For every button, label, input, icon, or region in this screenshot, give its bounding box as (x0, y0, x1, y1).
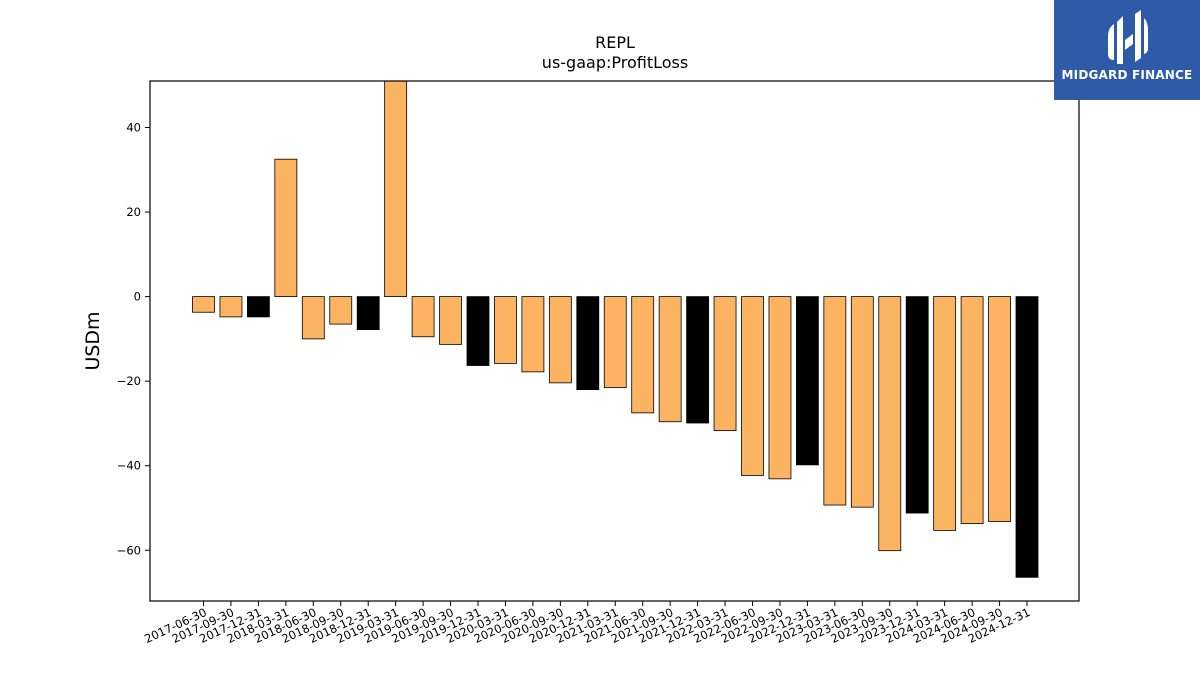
logo-mark-icon (1108, 10, 1148, 64)
bar-2018-12-31 (356, 296, 380, 330)
bar-2023-03-31 (823, 296, 847, 506)
y-tick-label: 20 (126, 205, 141, 219)
bar-2020-12-31 (576, 296, 600, 391)
chart-title: REPL (595, 33, 635, 52)
bar-2024-03-31 (933, 296, 957, 531)
bar-2019-12-31 (466, 296, 490, 366)
midgard-finance-logo: MIDGARD FINANCE (1054, 0, 1200, 100)
y-tick-label: −20 (117, 374, 141, 388)
bar-2024-12-31 (1015, 296, 1039, 578)
bar-2024-06-30 (960, 296, 984, 525)
bar-2021-09-30 (658, 296, 682, 423)
y-tick-label: −60 (117, 543, 141, 557)
bar-2017-12-31 (246, 296, 270, 318)
plot-frame (149, 80, 1080, 602)
x-axis: 2017-06-302017-09-302017-12-312018-03-31… (142, 601, 1032, 646)
y-axis-label: USDm (82, 311, 104, 370)
bar-2020-09-30 (548, 296, 572, 384)
chart-subtitle: us-gaap:ProfitLoss (542, 53, 688, 72)
y-tick-label: 40 (126, 121, 141, 135)
logo-wordmark: MIDGARD FINANCE (1061, 68, 1193, 82)
bar-2018-06-30 (301, 296, 325, 340)
bar-2018-03-31 (274, 158, 298, 298)
bar-2022-03-31 (713, 296, 737, 432)
bar-2019-09-30 (439, 296, 462, 345)
bar-2020-03-31 (494, 296, 517, 364)
bar-2023-12-31 (905, 296, 929, 514)
y-tick-label: −40 (117, 459, 141, 473)
bar-2020-06-30 (521, 296, 545, 373)
bar-2019-03-31 (384, 81, 408, 298)
y-tick-label: 0 (134, 290, 141, 304)
bar-2022-09-30 (768, 296, 792, 480)
y-axis: 40 20 0 −20 −40 −60 (117, 121, 150, 557)
bar-2021-06-30 (631, 296, 655, 414)
bar-2017-09-30 (219, 296, 243, 318)
bar-2018-09-30 (329, 296, 353, 325)
bar-2021-12-31 (686, 296, 709, 424)
bar-2017-06-30 (192, 296, 215, 313)
bar-2022-06-30 (741, 296, 764, 476)
bar-2022-12-31 (796, 296, 819, 466)
bar-2023-06-30 (850, 296, 874, 508)
bar-2023-09-30 (878, 296, 902, 552)
bar-2019-06-30 (411, 296, 435, 338)
bars-group (192, 81, 1039, 578)
bar-2021-03-31 (603, 296, 627, 388)
bar-2024-09-30 (988, 296, 1011, 522)
